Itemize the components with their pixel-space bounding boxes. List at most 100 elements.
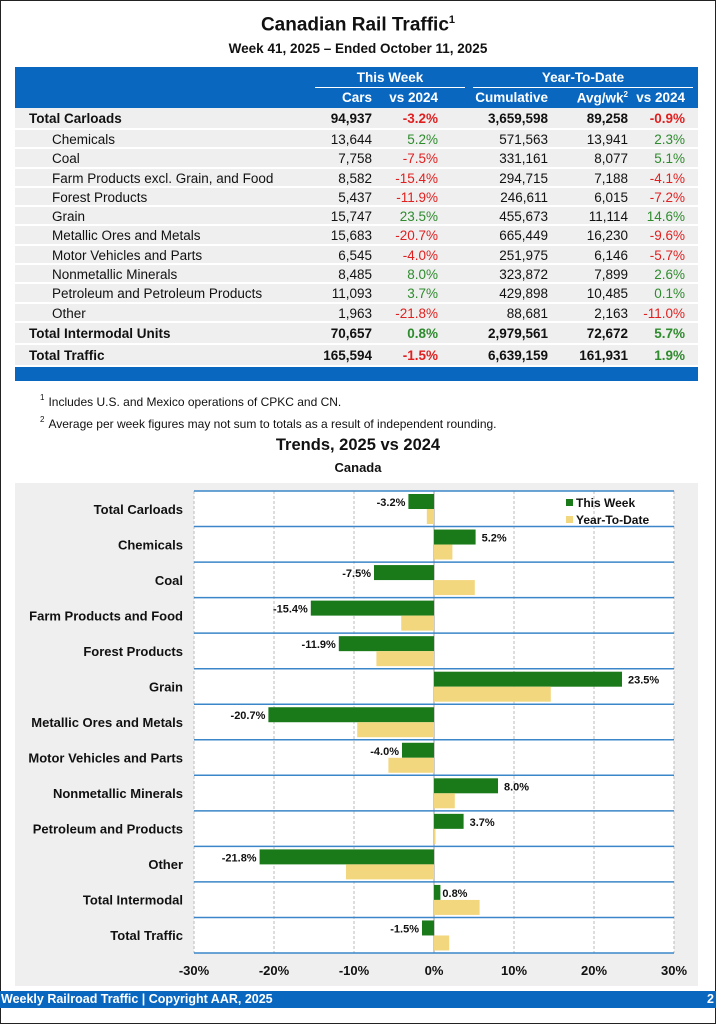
- cell-cumulative: 429,898: [499, 286, 548, 302]
- table-row: Total Intermodal Units 70,657 0.8% 2,979,56…: [15, 322, 698, 345]
- data-label: 8.0%: [504, 781, 529, 793]
- table-row: Total Carloads 94,937 -3.2% 3,659,598 89,258…: [15, 108, 698, 130]
- bar-this-week: [268, 707, 434, 723]
- cell-avgwk: 8,077: [594, 151, 628, 167]
- group-this-week: This Week: [315, 70, 465, 88]
- data-label: 3.7%: [470, 817, 495, 829]
- category-label: Total Traffic: [110, 928, 183, 943]
- cell-cumulative: 88,681: [506, 305, 548, 321]
- cell-ytd-vs: 5.7%: [654, 325, 685, 341]
- cell-tw-vs: -21.8%: [395, 305, 438, 321]
- data-label: -11.9%: [302, 639, 336, 651]
- rail-traffic-table: This Week Year-To-Date Cars vs 2024 Cumu…: [15, 67, 698, 381]
- x-tick-label: 0%: [425, 963, 444, 978]
- cell-cumulative: 455,673: [499, 209, 548, 225]
- table-row: Coal 7,758 -7.5% 331,161 8,077 5.1%: [15, 149, 698, 169]
- bar-this-week: [434, 671, 622, 687]
- data-label: -20.7%: [231, 710, 266, 722]
- table-row: Other 1,963 -21.8% 88,681 2,163 -11.0%: [15, 303, 698, 323]
- bar-ytd: [346, 864, 434, 880]
- cell-cumulative: 246,611: [500, 189, 548, 205]
- footnotes: 1 Includes U.S. and Mexico operations of …: [40, 390, 497, 433]
- category-label: Metallic Ores and Metals: [31, 715, 183, 730]
- col-ytd-vs: vs 2024: [636, 90, 685, 105]
- bar-this-week: [422, 920, 434, 936]
- cell-avgwk: 161,931: [579, 347, 628, 363]
- table-header: This Week Year-To-Date Cars vs 2024 Cumu…: [15, 67, 698, 108]
- bar-this-week: [310, 600, 434, 616]
- cell-tw-vs: -15.4%: [395, 170, 438, 186]
- cell-ytd-vs: -0.9%: [649, 111, 685, 126]
- row-label: Farm Products excl. Grain, and Food: [52, 170, 274, 186]
- cell-cars: 8,582: [338, 170, 372, 186]
- cell-avgwk: 16,230: [586, 228, 628, 244]
- x-tick-label: -30%: [179, 963, 210, 978]
- cell-ytd-vs: 14.6%: [646, 209, 685, 225]
- x-tick-label: 20%: [581, 963, 607, 978]
- cell-cumulative: 6,639,159: [487, 347, 548, 363]
- group-ytd: Year-To-Date: [473, 70, 693, 88]
- cell-ytd-vs: -11.0%: [643, 305, 685, 321]
- cell-ytd-vs: 2.6%: [654, 267, 685, 283]
- cell-cumulative: 251,975: [499, 247, 548, 263]
- data-label: -4.0%: [370, 746, 399, 758]
- cell-ytd-vs: 0.1%: [654, 286, 685, 302]
- bar-ytd: [388, 757, 434, 773]
- data-label: -1.5%: [390, 923, 419, 935]
- footnote-1: 1 Includes U.S. and Mexico operations of …: [40, 393, 342, 409]
- cell-ytd-vs: 2.3%: [654, 132, 685, 147]
- cell-cars: 13,644: [330, 132, 372, 147]
- cell-avgwk: 2,163: [594, 305, 628, 321]
- bar-ytd: [401, 615, 434, 631]
- cell-tw-vs: 23.5%: [399, 209, 438, 225]
- cell-cars: 7,758: [338, 151, 372, 167]
- cell-tw-vs: -3.2%: [402, 111, 438, 126]
- table-row: Nonmetallic Minerals 8,485 8.0% 323,872 7,89…: [15, 265, 698, 285]
- cell-tw-vs: 5.2%: [407, 132, 438, 147]
- cell-tw-vs: 3.7%: [407, 286, 438, 302]
- cell-avgwk: 13,941: [586, 132, 628, 147]
- data-label: 5.2%: [482, 533, 507, 545]
- cell-cumulative: 665,449: [499, 228, 548, 244]
- col-tw-vs: vs 2024: [389, 90, 438, 105]
- cell-tw-vs: -4.0%: [402, 247, 438, 263]
- row-label: Forest Products: [52, 189, 148, 205]
- x-tick-label: 10%: [501, 963, 527, 978]
- page-footer: Weekly Railroad Traffic | Copyright AAR,…: [0, 991, 716, 1008]
- row-label: Total Carloads: [29, 111, 122, 126]
- legend-swatch-this-week: [566, 499, 573, 506]
- row-label: Total Traffic: [29, 347, 105, 363]
- page-title: Canadian Rail Traffic1: [260, 14, 456, 36]
- cell-cumulative: 294,715: [499, 170, 548, 186]
- category-label: Chemicals: [118, 537, 183, 552]
- table-row: Grain 15,747 23.5% 455,673 11,114 14.6%: [15, 207, 698, 227]
- data-label: -3.2%: [377, 497, 406, 509]
- cell-ytd-vs: -4.1%: [649, 170, 685, 186]
- bar-this-week: [434, 529, 476, 545]
- row-label: Other: [52, 305, 86, 321]
- bar-ytd: [434, 793, 455, 809]
- category-label: Motor Vehicles and Parts: [28, 751, 183, 766]
- table-body: Total Carloads 94,937 -3.2% 3,659,598 89,258…: [15, 108, 698, 367]
- cell-ytd-vs: -5.7%: [649, 247, 685, 263]
- category-label: Grain: [149, 679, 183, 694]
- data-label: -7.5%: [342, 568, 371, 580]
- legend-label-this-week: This Week: [576, 496, 635, 510]
- footer-copyright: Weekly Railroad Traffic | Copyright AAR,…: [1, 992, 273, 1006]
- bar-ytd: [434, 580, 475, 596]
- data-label: 23.5%: [628, 675, 659, 687]
- row-label: Total Intermodal Units: [29, 325, 171, 341]
- cell-cumulative: 323,872: [499, 267, 548, 283]
- cell-avgwk: 89,258: [586, 111, 628, 126]
- bar-ytd: [434, 828, 436, 844]
- row-label: Grain: [52, 209, 86, 225]
- bar-ytd: [426, 509, 434, 524]
- bar-ytd: [357, 722, 434, 738]
- cell-cars: 165,594: [323, 347, 372, 363]
- data-label: 0.8%: [442, 888, 467, 900]
- cell-cumulative: 571,563: [499, 132, 548, 147]
- table-row: Metallic Ores and Metals 15,683 -20.7% 665,…: [15, 226, 698, 246]
- cell-tw-vs: 0.8%: [407, 325, 438, 341]
- cell-tw-vs: -11.9%: [396, 189, 438, 205]
- col-avgwk: Avg/wk2: [576, 90, 628, 106]
